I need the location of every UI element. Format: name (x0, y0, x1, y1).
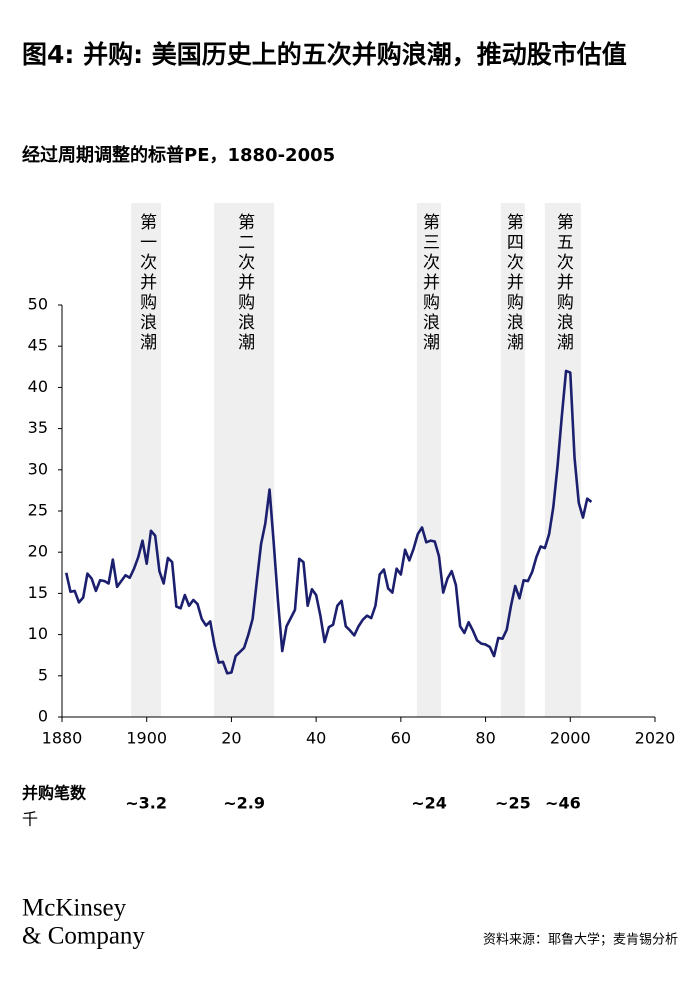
deals-value: ~24 (411, 794, 447, 813)
chart-title: 图4: 并购: 美国历史上的五次并购浪潮，推动股市估值 (22, 40, 627, 69)
source: 资料来源：耶鲁大学；麦肯锡分析 (483, 932, 678, 948)
wave-label: 第二次并购浪潮 (234, 213, 255, 353)
x-tick-label: 2020 (635, 729, 676, 748)
deals-value: ~25 (495, 794, 531, 813)
deals-value: ~3.2 (125, 794, 167, 813)
deals-value: ~2.9 (223, 794, 265, 813)
wave-band (416, 203, 442, 717)
y-tick-label: 35 (28, 418, 48, 437)
y-tick-label: 40 (28, 377, 48, 396)
y-tick-label: 30 (28, 459, 48, 478)
brand: McKinsey (22, 895, 127, 922)
deals-label: 并购笔数 (22, 784, 87, 803)
y-tick-label: 25 (28, 501, 48, 520)
line-series (64, 369, 593, 675)
wave-label: 第五次并购浪潮 (553, 213, 574, 353)
x-tick-label: 40 (306, 729, 326, 748)
y-tick-label: 45 (28, 336, 48, 355)
x-tick-label: 60 (391, 729, 411, 748)
y-tick-label: 15 (28, 583, 48, 602)
wave-label: 第四次并购浪潮 (503, 213, 524, 353)
x-tick-label: 2000 (550, 729, 591, 748)
y-tick-label: 50 (28, 295, 48, 314)
wave-band (214, 203, 275, 717)
y-tick-label: 5 (38, 665, 48, 684)
deals-unit: 千 (22, 810, 38, 829)
y-tick-label: 10 (28, 624, 48, 643)
wave-label: 第一次并购浪潮 (136, 213, 157, 353)
y-tick-label: 20 (28, 542, 48, 561)
x-tick-label: 1900 (126, 729, 167, 748)
deals-value: ~46 (545, 794, 581, 813)
wave-label: 第三次并购浪潮 (419, 213, 440, 353)
x-tick-label: 1880 (42, 729, 83, 748)
y-tick-label: 0 (38, 707, 48, 726)
x-tick-label: 80 (475, 729, 495, 748)
x-tick-label: 20 (221, 729, 241, 748)
wave-band (131, 203, 162, 717)
chart-subtitle: 经过周期调整的标普PE，1880-2005 (22, 144, 335, 166)
brand: & Company (22, 923, 145, 950)
